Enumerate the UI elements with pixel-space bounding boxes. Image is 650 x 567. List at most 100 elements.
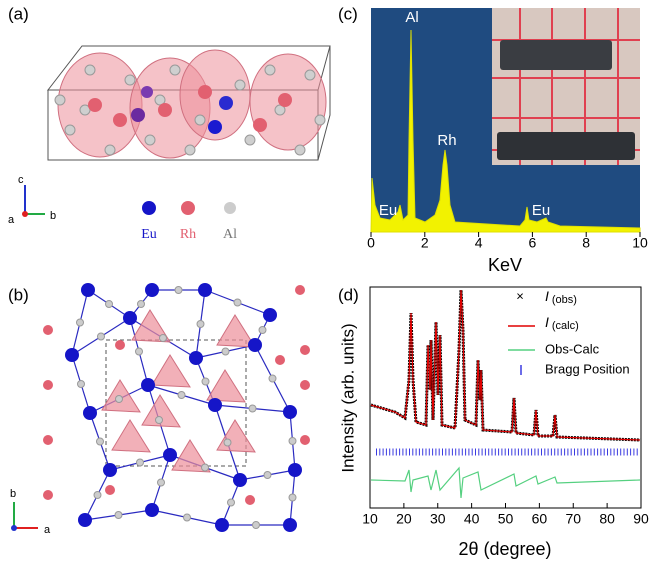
al-atom bbox=[78, 381, 85, 388]
al-atom bbox=[228, 499, 235, 506]
al-atom bbox=[106, 301, 113, 308]
crystal-structure bbox=[43, 283, 310, 532]
legend-text: Obs-Calc bbox=[545, 341, 600, 356]
eu-atom bbox=[283, 405, 297, 419]
al-atom bbox=[115, 512, 122, 519]
rh-atom bbox=[278, 93, 292, 107]
al-atom bbox=[253, 522, 260, 529]
al-atom bbox=[234, 299, 241, 306]
rh-atom bbox=[300, 345, 310, 355]
rh-atom bbox=[43, 325, 53, 335]
legend-text: I(obs) bbox=[545, 288, 577, 306]
rh-atom bbox=[115, 340, 125, 350]
rh-atom bbox=[43, 380, 53, 390]
al-atom bbox=[289, 438, 296, 445]
al-atom bbox=[138, 301, 145, 308]
rh-atom bbox=[158, 103, 172, 117]
axis-label: b bbox=[50, 210, 56, 222]
axes-indicator bbox=[11, 502, 38, 531]
eu-atom bbox=[81, 283, 95, 297]
axes-indicator bbox=[22, 185, 45, 217]
x-tick-label: 2 bbox=[421, 235, 429, 251]
legend-text: Al bbox=[223, 227, 237, 242]
peak-label: Eu bbox=[532, 202, 550, 219]
axis-label: a bbox=[8, 214, 15, 226]
legend-rh bbox=[181, 201, 195, 215]
peak-label: Eu bbox=[379, 202, 397, 219]
peak-label: Rh bbox=[437, 132, 456, 149]
x-tick-label: 4 bbox=[475, 235, 483, 251]
crystal-structure bbox=[48, 46, 330, 160]
eu-atom bbox=[163, 448, 177, 462]
al-atom bbox=[156, 417, 163, 424]
al-atom bbox=[269, 375, 276, 382]
y-axis-label: Intensity (arb. units) bbox=[338, 323, 357, 472]
x-axis-label: 2θ (degree) bbox=[458, 539, 551, 559]
al-atom bbox=[235, 80, 245, 90]
legend-al bbox=[224, 202, 236, 214]
difference bbox=[371, 468, 640, 498]
al-atom bbox=[98, 333, 105, 340]
peak-label: Al bbox=[405, 9, 418, 26]
figure: (a) (b) (c) (d) c a b Eu Rh Al bbox=[0, 0, 650, 567]
eu-atom bbox=[131, 108, 145, 122]
rh-atom bbox=[113, 113, 127, 127]
legend-symbol: I bbox=[545, 314, 549, 330]
panel-label: (c) bbox=[338, 4, 358, 23]
x-tick-label: 10 bbox=[632, 235, 648, 251]
al-atom bbox=[249, 405, 256, 412]
al-atom bbox=[185, 145, 195, 155]
eu-atom bbox=[219, 96, 233, 110]
x-tick-label: 0 bbox=[367, 235, 375, 251]
al-atom bbox=[97, 438, 104, 445]
rh-atom bbox=[300, 380, 310, 390]
rh-atom bbox=[295, 285, 305, 295]
eu-atom bbox=[198, 283, 212, 297]
eu-atom bbox=[141, 378, 155, 392]
eu-atom bbox=[263, 308, 277, 322]
legend-text: Bragg Position bbox=[545, 361, 630, 376]
panel-label: (d) bbox=[338, 285, 359, 304]
legend-sub: (calc) bbox=[552, 320, 579, 332]
rh-atom bbox=[43, 435, 53, 445]
eu-atom bbox=[208, 398, 222, 412]
x-axis-label: KeV bbox=[488, 255, 522, 275]
x-tick-label: 30 bbox=[430, 511, 446, 527]
legend: × I(obs) I(calc) Obs-Calc Bragg Position bbox=[508, 288, 630, 377]
eu-atom bbox=[283, 518, 297, 532]
al-atom bbox=[289, 494, 296, 501]
eu-atom bbox=[208, 120, 222, 134]
al-atom bbox=[295, 145, 305, 155]
rh-atom bbox=[105, 485, 115, 495]
legend-sub: (obs) bbox=[552, 294, 577, 306]
al-atom bbox=[224, 439, 231, 446]
rh-atom bbox=[275, 355, 285, 365]
eu-atom bbox=[233, 473, 247, 487]
al-atom bbox=[116, 396, 123, 403]
al-atom bbox=[170, 65, 180, 75]
al-atom bbox=[125, 75, 135, 85]
al-atom bbox=[136, 348, 143, 355]
al-atom bbox=[85, 65, 95, 75]
rh-atom bbox=[198, 85, 212, 99]
eu-atom bbox=[141, 86, 153, 98]
al-atom bbox=[245, 135, 255, 145]
photo-inset bbox=[492, 8, 640, 165]
eu-atom bbox=[145, 503, 159, 517]
axis-label: b bbox=[10, 488, 16, 500]
eu-atom bbox=[78, 513, 92, 527]
legend-eu bbox=[142, 201, 156, 215]
eu-atom bbox=[248, 338, 262, 352]
x-tick-label: 90 bbox=[633, 511, 649, 527]
al-atom bbox=[259, 327, 266, 334]
al-atom bbox=[222, 348, 229, 355]
al-atom bbox=[184, 514, 191, 521]
x-tick-label: 6 bbox=[529, 235, 537, 251]
al-atom bbox=[202, 464, 209, 471]
al-atom bbox=[195, 115, 205, 125]
eu-atom bbox=[288, 463, 302, 477]
al-atom bbox=[160, 335, 167, 342]
tetrahedron bbox=[207, 370, 245, 402]
x-tick-label: 10 bbox=[362, 511, 378, 527]
panel-label: (b) bbox=[8, 285, 29, 304]
